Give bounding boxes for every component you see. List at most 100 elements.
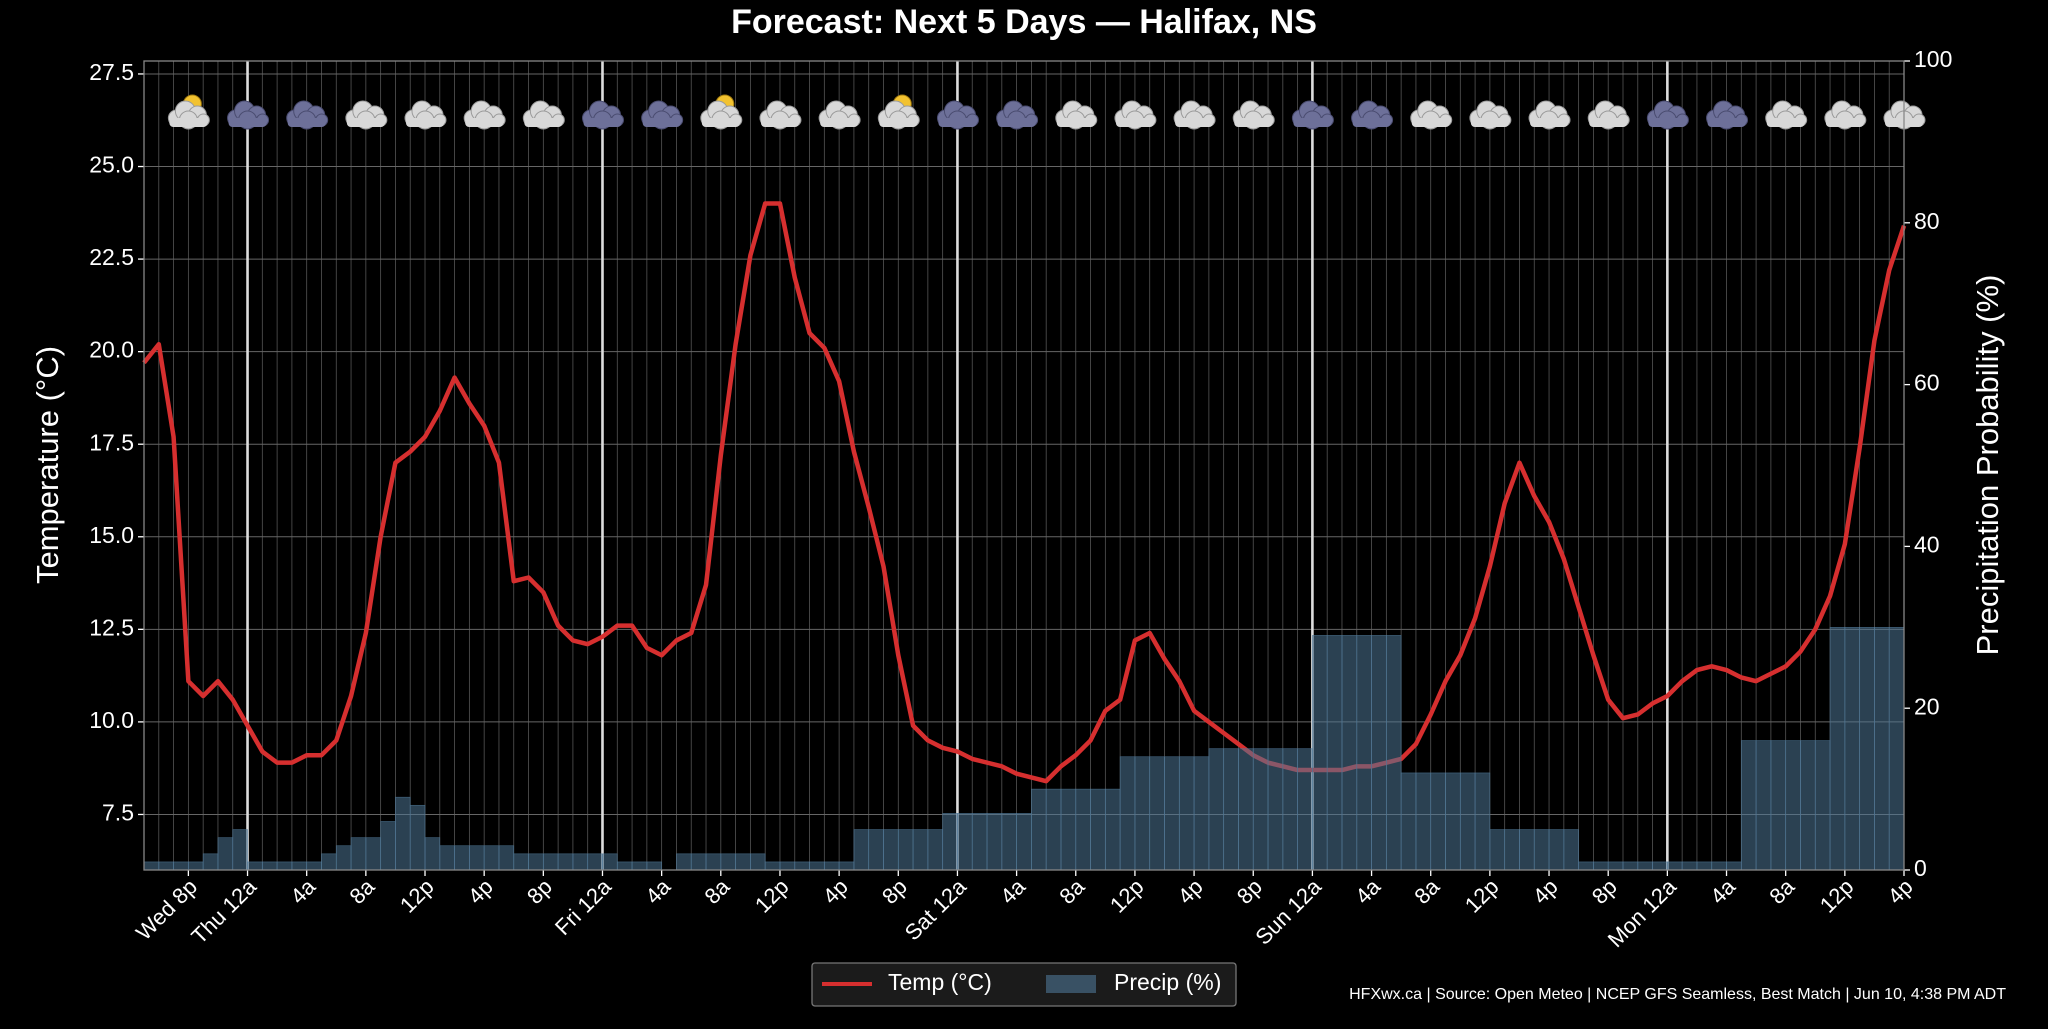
weather-icon [1291, 100, 1334, 130]
precip-bar [838, 861, 855, 870]
weather-icon [1706, 100, 1749, 130]
chart-title: Forecast: Next 5 Days — Halifax, NS [731, 3, 1317, 41]
precip-bar [1356, 635, 1372, 870]
precip-bar [158, 861, 174, 870]
precip-bar [350, 837, 367, 870]
weather-icon [1410, 100, 1453, 130]
weather-icon [936, 100, 979, 130]
weather-icon [522, 100, 565, 130]
precip-bar [1593, 861, 1609, 870]
precip-bar [1238, 748, 1254, 870]
weather-icon [641, 100, 684, 130]
precip-bar [1149, 756, 1165, 870]
precip-bar [646, 861, 662, 870]
precip-bar [1178, 756, 1195, 870]
precip-bar [1667, 861, 1683, 870]
precip-bar [720, 853, 736, 870]
weather-icon [1232, 100, 1275, 130]
precip-bar [409, 804, 426, 870]
legend-bar-handle [1046, 975, 1096, 993]
precip-bar [1312, 635, 1328, 870]
weather-icon [286, 100, 329, 130]
footnote: HFXwx.ca | Source: Open Meteo | NCEP GFS… [1349, 986, 2006, 1003]
precip-bar [616, 861, 633, 870]
precip-bar [232, 829, 248, 870]
precip-bar [927, 829, 943, 870]
icon-cloud [1766, 118, 1805, 127]
precip-bar [587, 853, 603, 870]
precip-bar [572, 853, 588, 870]
precip-bar [380, 821, 396, 870]
precip-bar [735, 853, 751, 870]
precip-bar [1282, 748, 1298, 870]
y-tick-label: 12.5 [89, 614, 134, 640]
precip-bar [483, 845, 500, 870]
precip-bar [1208, 748, 1224, 870]
precip-bar [1814, 740, 1831, 870]
precip-bar [395, 796, 411, 870]
precip-bar [750, 853, 766, 870]
icon-cloud [228, 118, 267, 127]
y-tick-label: 22.5 [89, 244, 134, 270]
icon-cloud [1115, 118, 1154, 127]
precip-bar [1016, 813, 1032, 870]
precip-bar [291, 861, 307, 870]
precip-bar [1090, 788, 1106, 870]
precip-bar [690, 853, 707, 870]
precip-bar [1075, 788, 1091, 870]
precip-bar [705, 853, 722, 870]
y-tick-label: 27.5 [89, 59, 134, 85]
precip-bar [1696, 861, 1713, 870]
weather-icon [1469, 100, 1512, 130]
precip-bar [1045, 788, 1062, 870]
weather-icon [463, 100, 506, 130]
plot-area: 7.5 10.0 12.5 15.0 17.5 20.0 22.5 25.0 27.5 0 20 40… [89, 46, 1952, 952]
precip-bar [1533, 829, 1550, 870]
icon-cloud [879, 118, 918, 127]
precip-bar [602, 853, 618, 870]
weather-icon [996, 100, 1039, 130]
icon-cloud [1411, 118, 1450, 127]
weather-icon [818, 100, 861, 130]
precip-bar [1489, 829, 1505, 870]
precip-bar [217, 837, 234, 870]
y2-tick-label: 40 [1914, 531, 1940, 557]
precip-bar [1711, 861, 1727, 870]
precip-bar [631, 861, 648, 870]
precip-bar [188, 861, 204, 870]
precip-bar [454, 845, 470, 870]
precip-bar [1164, 756, 1180, 870]
weather-icon [1351, 100, 1394, 130]
precip-bar [1252, 748, 1269, 870]
precip-bar [853, 829, 870, 870]
precip-bar [824, 861, 840, 870]
icon-cloud [997, 118, 1036, 127]
precip-bar [1800, 740, 1816, 870]
legend: Temp (°C) Precip (%) [811, 962, 1237, 1007]
weather-icon [1587, 100, 1630, 130]
precip-bar [1060, 788, 1077, 870]
precip-bar [912, 829, 929, 870]
precip-bar [1031, 788, 1047, 870]
weather-icon [1173, 100, 1216, 130]
icon-cloud [1530, 118, 1569, 127]
precip-bar [1105, 788, 1121, 870]
temp-line [142, 201, 1907, 784]
precip-bar [1445, 772, 1461, 870]
y2-axis-label: Precipitation Probability (%) [1970, 275, 2005, 656]
icon-cloud [1293, 118, 1332, 127]
icon-cloud [760, 118, 799, 127]
precip-bar [1652, 861, 1668, 870]
y-tick-label: 25.0 [89, 152, 134, 178]
precip-bar [1386, 635, 1402, 870]
legend-box [811, 962, 1237, 1007]
precip-bar [321, 853, 337, 870]
precip-bar [1267, 748, 1284, 870]
weather-icon [877, 94, 920, 130]
precip-bar [173, 861, 189, 870]
weather-icon [1114, 100, 1157, 130]
precip-bar [1548, 829, 1565, 870]
y2-tick-label: 60 [1914, 370, 1940, 396]
precip-bar [883, 829, 899, 870]
y-tick-label: 17.5 [89, 429, 134, 455]
